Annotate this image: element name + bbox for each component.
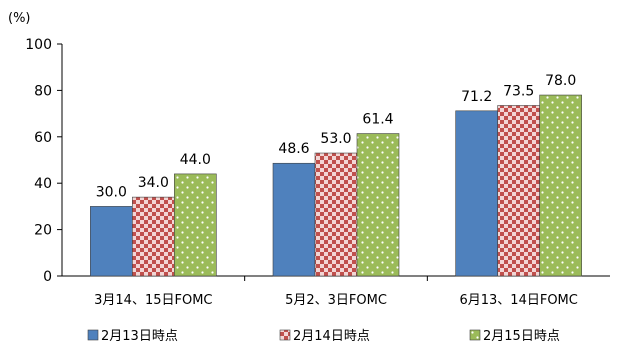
bar-3-3 [539, 94, 582, 277]
x-category-label: 5月2、3日FOMC [285, 293, 387, 308]
x-category-label: 3月14、15日FOMC [94, 293, 212, 308]
data-label: 34.0 [138, 175, 169, 191]
bar-1-1 [90, 206, 133, 277]
bar-2-3 [497, 105, 540, 277]
legend-label-1: 2月13日時点 [101, 329, 178, 344]
y-tick-label: 100 [25, 37, 52, 53]
x-category-label: 6月13、14日FOMC [459, 293, 577, 308]
legend-swatch-1 [87, 329, 99, 341]
y-tick-label: 0 [43, 269, 52, 285]
legend-swatch-3 [469, 329, 481, 341]
bar-2-2 [314, 152, 358, 277]
bar-1-3 [455, 110, 498, 277]
y-tick-label: 80 [34, 83, 52, 99]
bar-3-1 [174, 173, 217, 277]
legend-label-3: 2月15日時点 [483, 329, 560, 344]
data-label: 78.0 [545, 73, 576, 89]
data-label: 44.0 [180, 152, 211, 168]
data-label: 48.6 [278, 141, 309, 157]
data-label: 73.5 [503, 83, 534, 99]
y-unit-label: (%) [8, 11, 31, 26]
legend-label-2: 2月14日時点 [293, 329, 370, 344]
data-label: 30.0 [96, 184, 127, 200]
data-label: 71.2 [461, 89, 492, 105]
data-label: 61.4 [362, 112, 393, 128]
y-tick-label: 60 [34, 130, 52, 146]
bar-3-2 [356, 133, 400, 277]
bar-2-1 [132, 196, 175, 277]
y-tick-label: 40 [34, 176, 52, 192]
bar-1-2 [272, 162, 316, 277]
legend-swatch-2 [279, 329, 291, 341]
data-label: 53.0 [320, 131, 351, 147]
y-tick-label: 20 [34, 223, 52, 239]
